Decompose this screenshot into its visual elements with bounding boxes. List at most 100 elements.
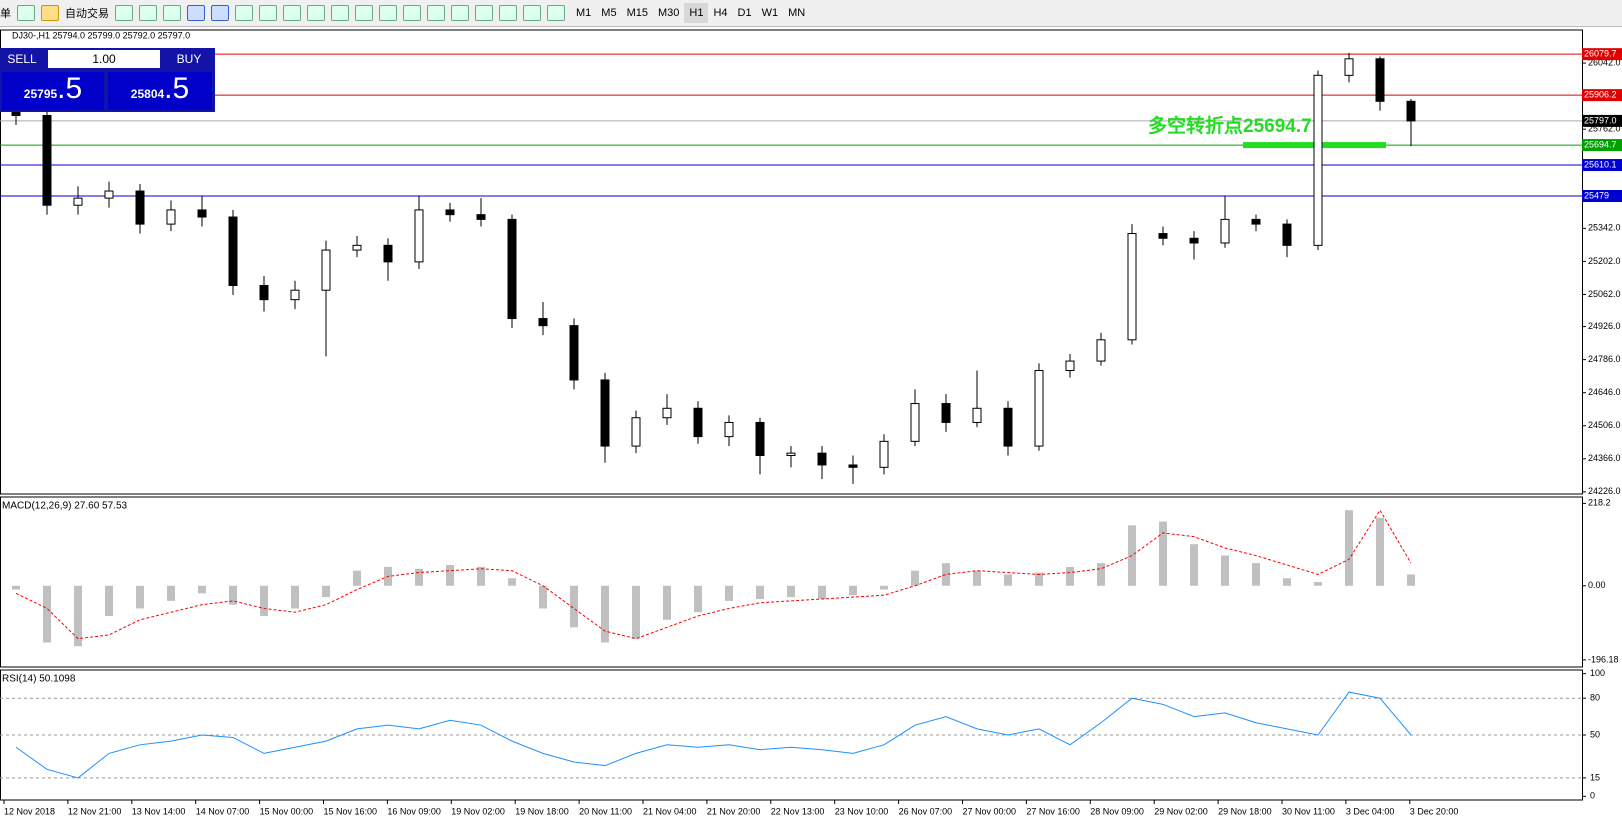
- icon[interactable]: [211, 5, 229, 21]
- macd-bar: [198, 585, 206, 594]
- macd-bar: [1066, 566, 1074, 586]
- macd-bar: [1035, 572, 1043, 586]
- macd-bar: [1221, 555, 1229, 586]
- timeframe-button[interactable]: M1: [576, 7, 592, 19]
- level-label: 26079.7: [1584, 49, 1617, 59]
- y-tick-label: 100: [1590, 668, 1605, 678]
- candle-body: [507, 218, 517, 320]
- candle-body: [166, 209, 176, 225]
- level-label: 25797.0: [1584, 115, 1617, 125]
- macd-bar: [229, 585, 237, 605]
- macd-bar: [322, 585, 330, 598]
- level-tag: [1582, 139, 1622, 152]
- level-tag: [1582, 190, 1622, 203]
- x-tick-label: 20 Nov 11:00: [579, 806, 632, 816]
- auto-trade-button[interactable]: 自动交易: [65, 8, 109, 20]
- timeframes: M1 M5 M15 M30 H1 H4 D1 W1 MN: [571, 3, 810, 23]
- icon[interactable]: [403, 5, 421, 21]
- icon[interactable]: [283, 5, 301, 21]
- candle-body: [352, 244, 362, 251]
- macd-bar: [136, 585, 144, 609]
- macd-bar: [12, 585, 20, 590]
- x-tick-label: 23 Nov 10:00: [835, 806, 889, 816]
- icon[interactable]: [17, 5, 35, 21]
- candle-body: [1189, 237, 1199, 244]
- level-label: 25906.2: [1584, 90, 1617, 100]
- x-tick-label: 21 Nov 20:00: [707, 806, 761, 816]
- chart: DJ30-,H1 25794.0 25799.0 25792.0 25797.0…: [0, 29, 1622, 816]
- macd-bar: [1097, 563, 1105, 586]
- level-tag: [1582, 114, 1622, 127]
- candle-body: [662, 407, 672, 419]
- macd-bar: [477, 566, 485, 586]
- level-label: 25694.7: [1584, 139, 1617, 149]
- x-tick-label: 19 Nov 18:00: [515, 806, 569, 816]
- icon[interactable]: [379, 5, 397, 21]
- timeframe-button[interactable]: M30: [657, 7, 680, 19]
- candle-body: [693, 407, 703, 438]
- rsi-label: RSI(14) 50.1098: [2, 674, 76, 685]
- price-frac: .5: [164, 72, 190, 105]
- icon[interactable]: [115, 5, 133, 21]
- icon[interactable]: [547, 5, 565, 21]
- annotation: 多空转折点25694.7: [1148, 114, 1312, 137]
- macd-bar: [74, 585, 82, 647]
- trade-panel: SELL 1.00 BUY 25795.5 25804.5: [0, 48, 215, 112]
- icon[interactable]: [355, 5, 373, 21]
- icon[interactable]: [307, 5, 325, 21]
- x-tick-label: 21 Nov 04:00: [643, 806, 697, 816]
- timeframe-button[interactable]: H4: [713, 7, 728, 19]
- macd-bar: [1376, 517, 1384, 586]
- icon[interactable]: [187, 5, 205, 21]
- icon[interactable]: [41, 5, 59, 21]
- icon[interactable]: [331, 5, 349, 21]
- x-tick-label: 16 Nov 09:00: [387, 806, 441, 816]
- icon[interactable]: [259, 5, 277, 21]
- candle-body: [42, 114, 52, 206]
- y-tick-label: 24646.0: [1588, 387, 1621, 397]
- sell-button[interactable]: SELL: [7, 52, 37, 66]
- y-tick-label: 24366.0: [1588, 453, 1621, 463]
- timeframe-button[interactable]: D1: [737, 7, 752, 19]
- candle-body: [135, 190, 145, 225]
- timeframe-button[interactable]: H1: [684, 3, 709, 23]
- icon[interactable]: [427, 5, 445, 21]
- candle-body: [1003, 407, 1013, 447]
- macd-bar: [973, 570, 981, 586]
- timeframe-button[interactable]: MN: [788, 7, 806, 19]
- timeframe-button[interactable]: W1: [761, 7, 779, 19]
- lots-input[interactable]: 1.00: [48, 50, 160, 68]
- y-tick-label: 218.2: [1588, 498, 1611, 508]
- timeframe-button[interactable]: M5: [601, 7, 617, 19]
- icon[interactable]: [451, 5, 469, 21]
- icon[interactable]: [523, 5, 541, 21]
- buy-price[interactable]: 25804.5: [108, 72, 212, 110]
- icon[interactable]: [163, 5, 181, 21]
- macd-bar: [508, 578, 516, 586]
- macd-bar: [260, 585, 268, 616]
- toolbar: 单 自动交易 M1 M5 M15 M30 H1 H4 D1 W1 MN: [0, 0, 1622, 27]
- icon[interactable]: [499, 5, 517, 21]
- x-tick-label: 27 Nov 16:00: [1026, 806, 1080, 816]
- candle-body: [1406, 100, 1416, 122]
- x-tick-label: 12 Nov 21:00: [68, 806, 122, 816]
- level-tag: [1582, 89, 1622, 102]
- timeframe-button[interactable]: M15: [626, 7, 648, 19]
- macd-bar: [1190, 544, 1198, 586]
- icon[interactable]: [475, 5, 493, 21]
- icon[interactable]: [139, 5, 157, 21]
- macd-bar: [911, 570, 919, 586]
- y-tick-label: 80: [1590, 693, 1600, 703]
- candle-body: [197, 209, 207, 218]
- candle-body: [73, 197, 83, 206]
- candle-body: [1375, 58, 1385, 102]
- level-tag: [1582, 48, 1622, 61]
- buy-button[interactable]: BUY: [176, 52, 202, 66]
- macd-bar: [756, 585, 764, 599]
- sell-price[interactable]: 25795.5: [2, 72, 104, 110]
- icon[interactable]: [235, 5, 253, 21]
- menu-char[interactable]: 单: [0, 8, 11, 20]
- candle-body: [1065, 360, 1075, 372]
- candle-body: [1220, 218, 1230, 244]
